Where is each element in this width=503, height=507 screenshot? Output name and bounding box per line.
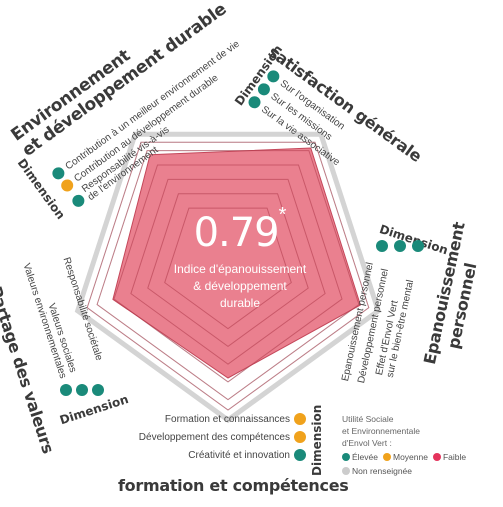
items-formation: Formation et connaissances Développement… xyxy=(108,413,306,461)
legend-title-3: d'Envol Vert : xyxy=(342,438,392,448)
list-item: Développement des compétences xyxy=(108,431,306,443)
caption-line-2: & développement xyxy=(193,279,287,293)
caption-line-1: Indice d'épanouissement xyxy=(173,262,307,276)
dimension-label-formation: Dimension xyxy=(310,404,324,476)
level-dot-elevee xyxy=(76,384,88,396)
legend-levels: Élevée Moyenne Faible xyxy=(342,452,466,462)
legend-dot-non xyxy=(342,467,350,475)
grid-ring-overlay xyxy=(113,164,343,383)
section-title-formation: formation et compétences xyxy=(118,476,349,495)
legend: Utilité Sociale et Environnementale d'En… xyxy=(342,413,466,476)
legend-dot-faible xyxy=(432,453,441,461)
grid-ring-overlay xyxy=(147,193,309,348)
grid-ring-overlay xyxy=(96,150,360,401)
level-dot-elevee xyxy=(376,240,388,252)
level-dot-elevee xyxy=(294,449,306,461)
legend-level-non: Non renseignée xyxy=(342,466,466,476)
level-dot-elevee xyxy=(92,384,104,396)
dots-partage xyxy=(60,384,104,396)
grid-ring-overlay xyxy=(164,207,292,330)
level-dot-elevee xyxy=(394,240,406,252)
list-item: Formation et connaissances xyxy=(108,413,306,425)
score-value: 0.79 xyxy=(193,210,280,256)
center-score: 0.79* xyxy=(180,204,300,256)
grid-ring-overlay xyxy=(86,141,370,411)
radar-grid-overlay xyxy=(86,141,370,411)
legend-label-elevee: Élevée xyxy=(352,452,378,462)
legend-dot-elevee xyxy=(342,453,350,461)
dots-epanouissement xyxy=(376,240,424,252)
legend-title-2: et Environnementale xyxy=(342,426,420,436)
level-dot-moyenne xyxy=(294,413,306,425)
caption-line-3: durable xyxy=(219,296,261,310)
legend-title-1: Utilité Sociale xyxy=(342,414,394,424)
outer-pentagon-frame xyxy=(74,131,382,424)
legend-label-non: Non renseignée xyxy=(352,466,413,476)
list-item: Créativité et innovation xyxy=(108,449,306,461)
score-asterisk: * xyxy=(278,204,287,226)
center-caption: Indice d'épanouissement & développement … xyxy=(150,261,330,312)
level-dot-elevee xyxy=(412,240,424,252)
level-dot-elevee xyxy=(60,384,72,396)
grid-ring-overlay xyxy=(130,178,326,365)
level-dot-moyenne xyxy=(294,431,306,443)
legend-dot-moyenne xyxy=(383,453,391,461)
legend-label-moyenne: Moyenne xyxy=(393,452,428,462)
legend-label-faible: Faible xyxy=(442,452,467,462)
